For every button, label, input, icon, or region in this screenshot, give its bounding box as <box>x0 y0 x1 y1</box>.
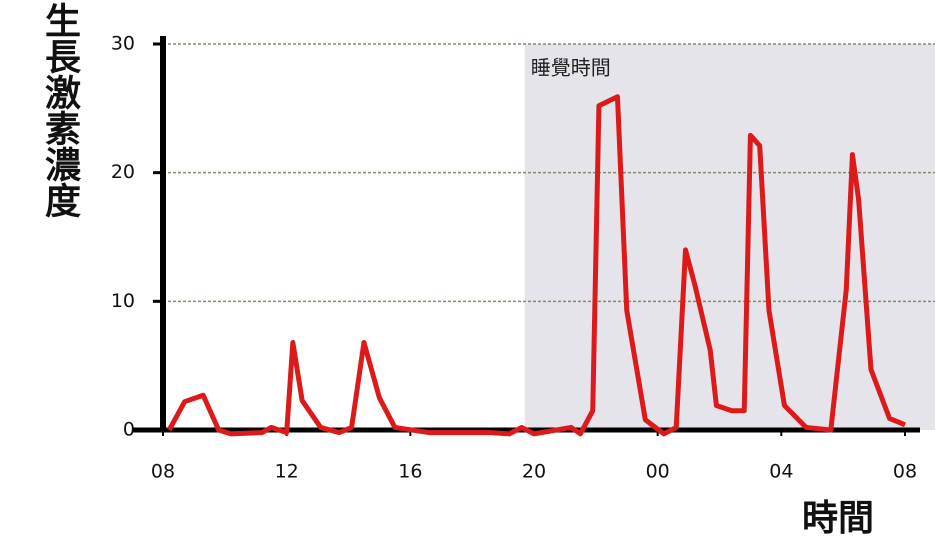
x-tick-label: 12 <box>275 461 299 483</box>
x-axis-label: 時間 <box>802 498 874 539</box>
data-line <box>166 94 906 437</box>
y-tick-label: 30 <box>111 33 135 55</box>
x-tick-label: 08 <box>151 461 175 483</box>
x-tick-label: 08 <box>893 461 917 483</box>
x-tick-label: 16 <box>398 461 422 483</box>
y-tick-label: 10 <box>111 290 135 312</box>
x-tick-label: 20 <box>522 461 546 483</box>
x-tick-label: 00 <box>646 461 670 483</box>
x-tick-label: 04 <box>769 461 793 483</box>
y-tick-label: 0 <box>123 419 135 441</box>
y-axis-label: 生長激素濃度 <box>39 2 81 218</box>
band-label: 睡覺時間 <box>531 56 611 80</box>
y-tick-label: 20 <box>111 161 135 183</box>
